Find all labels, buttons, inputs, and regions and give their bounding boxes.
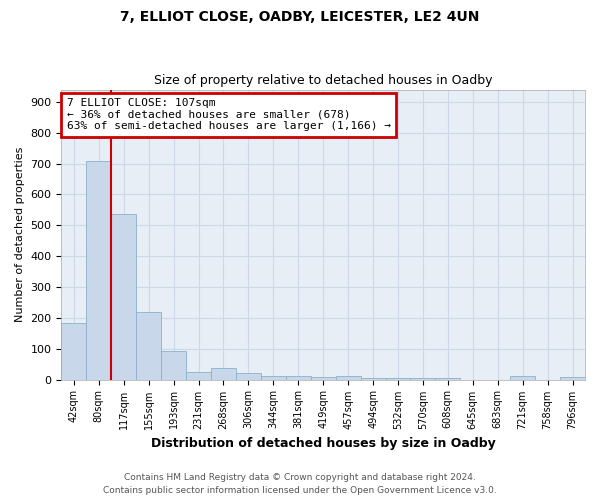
Bar: [410, 378, 436, 380]
Bar: [86, 161, 111, 380]
Bar: [211, 368, 236, 380]
Bar: [311, 377, 335, 380]
Text: 7 ELLIOT CLOSE: 107sqm
← 36% of detached houses are smaller (678)
63% of semi-de: 7 ELLIOT CLOSE: 107sqm ← 36% of detached…: [67, 98, 391, 132]
Bar: [436, 378, 460, 380]
Bar: [261, 376, 286, 380]
Bar: [136, 312, 161, 380]
Bar: [161, 351, 186, 380]
Bar: [186, 372, 211, 380]
Y-axis label: Number of detached properties: Number of detached properties: [15, 147, 25, 322]
Bar: [510, 376, 535, 380]
Text: 7, ELLIOT CLOSE, OADBY, LEICESTER, LE2 4UN: 7, ELLIOT CLOSE, OADBY, LEICESTER, LE2 4…: [121, 10, 479, 24]
Bar: [286, 376, 311, 380]
Bar: [335, 376, 361, 380]
Text: Contains HM Land Registry data © Crown copyright and database right 2024.
Contai: Contains HM Land Registry data © Crown c…: [103, 474, 497, 495]
X-axis label: Distribution of detached houses by size in Oadby: Distribution of detached houses by size …: [151, 437, 496, 450]
Bar: [560, 378, 585, 380]
Bar: [386, 378, 410, 380]
Bar: [361, 378, 386, 380]
Title: Size of property relative to detached houses in Oadby: Size of property relative to detached ho…: [154, 74, 493, 87]
Bar: [61, 324, 86, 380]
Bar: [236, 373, 261, 380]
Bar: [111, 214, 136, 380]
